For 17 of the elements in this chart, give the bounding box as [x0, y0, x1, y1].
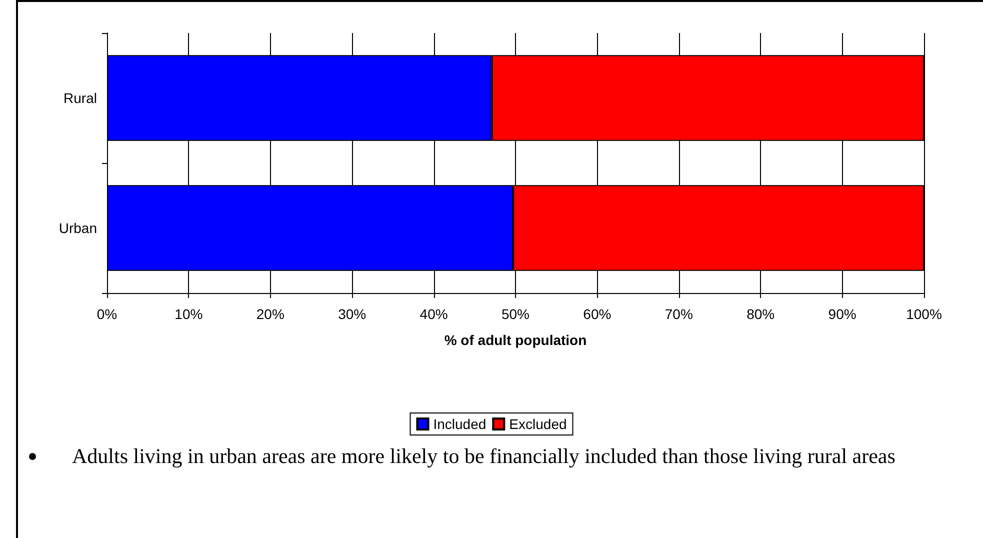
x-tick-label: 0% [96, 306, 118, 322]
x-tick-label: 50% [501, 306, 530, 322]
x-tick-label: 20% [256, 306, 284, 322]
y-tick-label: Urban [58, 220, 97, 236]
x-tick-label: 60% [583, 306, 612, 322]
x-tick-label: 70% [664, 306, 693, 322]
x-tick-label: 80% [746, 306, 775, 322]
legend-label: Included [433, 416, 486, 432]
x-tick-label: 40% [420, 306, 448, 322]
x-axis-title: % of adult population [444, 332, 587, 348]
x-tick-label: 10% [174, 306, 203, 322]
x-tick-label: 100% [906, 306, 942, 322]
x-tick-label: 30% [338, 306, 366, 322]
x-tick-label: 90% [828, 306, 856, 322]
legend-label: Excluded [509, 416, 567, 432]
text: Adults living in urban areas are more likely to be financially included than those living rural areas [72, 444, 896, 468]
y-tick-label: Rural [64, 90, 97, 106]
